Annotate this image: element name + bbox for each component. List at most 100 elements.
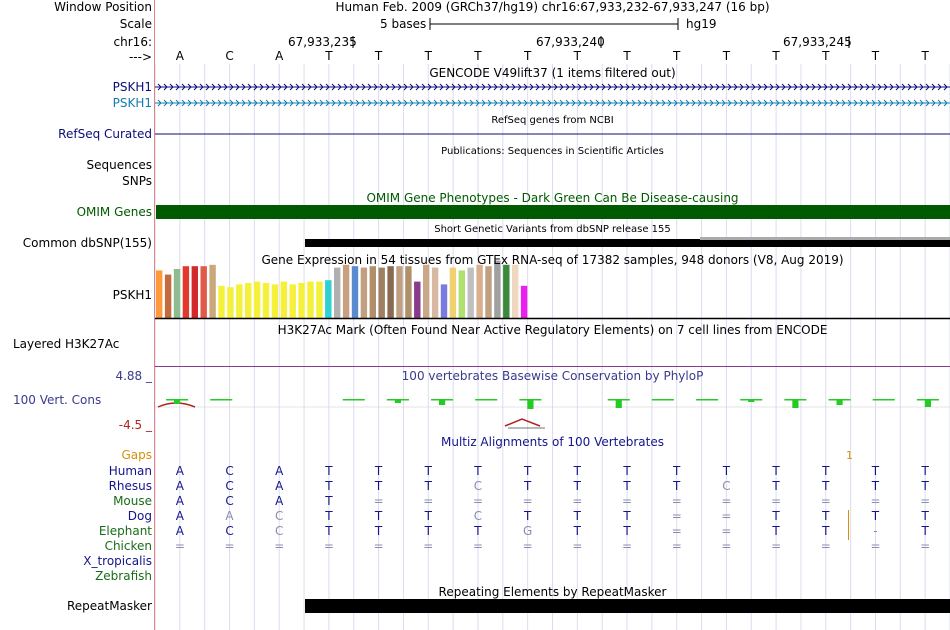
gtex-tissue-bar: [236, 284, 243, 318]
gtex-tissue-bar: [316, 281, 323, 318]
coord-tick-1: 67,933,235: [288, 35, 357, 49]
h3k27ac-track-label[interactable]: Layered H3K27Ac: [13, 337, 120, 351]
gtex-tissue-bar: [351, 266, 359, 318]
species-label[interactable]: Mouse: [113, 494, 152, 508]
alignment-base: A: [175, 509, 184, 523]
omim-track-title[interactable]: OMIM Gene Phenotypes - Dark Green Can Be…: [366, 191, 739, 205]
alignment-base: =: [472, 539, 483, 553]
strand-label: --->: [128, 50, 152, 64]
species-label[interactable]: Dog: [127, 509, 152, 523]
dbsnp-track-title[interactable]: Short Genetic Variants from dbSNP releas…: [434, 224, 671, 235]
window-position-label: Window Position: [54, 0, 152, 14]
alignment-base: T: [772, 464, 780, 478]
refseq-track-label[interactable]: RefSeq Curated: [58, 127, 152, 141]
gtex-track-title[interactable]: Gene Expression in 54 tissues from GTEx …: [261, 253, 844, 267]
alignment-base: C: [225, 494, 234, 508]
alignment-base: =: [472, 494, 483, 508]
cons-bar: [792, 399, 799, 408]
alignment-base: T: [772, 479, 780, 493]
gtex-tissue-bar: [485, 266, 492, 318]
h3k27ac-track-title[interactable]: H3K27Ac Mark (Often Found Near Active Re…: [277, 323, 828, 337]
species-label[interactable]: Elephant: [98, 524, 152, 538]
alignment-base: T: [424, 509, 432, 523]
alignment-base: =: [224, 539, 235, 553]
gtex-tissue-bar: [431, 267, 439, 318]
reference-base: C: [225, 49, 234, 63]
gtex-track-label[interactable]: PSKH1: [112, 288, 152, 302]
alignment-base: =: [323, 539, 334, 553]
species-label[interactable]: Human: [108, 464, 152, 478]
gtex-tissue-bar: [458, 270, 465, 318]
scale-label: Scale: [119, 17, 152, 31]
alignment-base: T: [573, 509, 582, 523]
reference-base: T: [374, 49, 383, 63]
alignment-base: T: [623, 479, 631, 493]
reference-base: T: [325, 49, 333, 63]
gtex-tissue-bar: [164, 274, 172, 318]
alignment-base: =: [622, 539, 633, 553]
alignment-base: T: [822, 464, 830, 478]
alignment-base: =: [671, 524, 682, 538]
cons-track-title[interactable]: 100 vertebrates Basewise Conservation by…: [401, 369, 704, 383]
repeatmasker-track-label[interactable]: RepeatMasker: [66, 599, 152, 613]
cons-track-label[interactable]: 100 Vert. Cons: [13, 393, 102, 407]
gtex-tissue-bar: [253, 281, 261, 318]
dbsnp-bar: [305, 239, 950, 247]
gtex-tissue-bar: [414, 281, 421, 318]
alignment-base: C: [473, 479, 483, 493]
dbsnp-track-label[interactable]: Common dbSNP(155): [22, 236, 152, 250]
alignment-base: T: [822, 509, 830, 523]
cons-bar: [748, 399, 755, 402]
alignment-base: T: [722, 464, 731, 478]
alignment-base: A: [175, 479, 184, 493]
alignment-base: T: [424, 479, 432, 493]
gencode-track-title[interactable]: GENCODE V49lift37 (1 items filtered out): [429, 66, 676, 80]
snps-track-label[interactable]: SNPs: [122, 174, 152, 188]
repeatmasker-bar: [305, 599, 950, 613]
alignment-base: =: [671, 494, 682, 508]
pubs-track-title[interactable]: Publications: Sequences in Scientific Ar…: [441, 146, 664, 157]
coord-tick-2: 67,933,240: [536, 35, 605, 49]
omim-track-label[interactable]: OMIM Genes: [76, 205, 152, 219]
gtex-tissue-bar: [360, 267, 368, 318]
alignment-base: =: [870, 494, 881, 508]
alignment-base: C: [225, 479, 234, 493]
refseq-track-title[interactable]: RefSeq genes from NCBI: [491, 115, 614, 126]
alignment-base: A: [275, 494, 284, 508]
window-position-value: Human Feb. 2009 (GRCh37/hg19) chr16:67,9…: [335, 0, 770, 14]
gencode-item-label-1[interactable]: PSKH1: [112, 80, 152, 94]
alignment-base: G: [523, 524, 533, 538]
repeat-track-title[interactable]: Repeating Elements by RepeatMasker: [438, 585, 667, 599]
reference-base: A: [275, 49, 284, 63]
reference-base: T: [772, 49, 780, 63]
sequences-track-label[interactable]: Sequences: [86, 158, 152, 172]
alignment-base: T: [573, 464, 582, 478]
species-label[interactable]: Chicken: [104, 539, 152, 553]
alignment-base: T: [523, 464, 532, 478]
reference-base: T: [474, 49, 482, 63]
species-label[interactable]: X_tropicalis: [83, 554, 152, 568]
alignment-base: T: [474, 524, 482, 538]
alignment-base: T: [325, 524, 333, 538]
gtex-tissue-bar: [396, 266, 403, 318]
species-label[interactable]: Rhesus: [108, 479, 152, 493]
species-label[interactable]: Zebrafish: [95, 569, 152, 583]
gtex-tissue-bar: [156, 270, 163, 318]
gtex-tissue-bar: [173, 269, 181, 318]
gtex-tissue-bar: [218, 285, 225, 318]
multiz-track-title[interactable]: Multiz Alignments of 100 Vertebrates: [440, 435, 665, 449]
cons-min-label: -4.5 _: [118, 418, 152, 432]
alignment-base: T: [325, 509, 333, 523]
gaps-label[interactable]: Gaps: [121, 448, 152, 462]
alignment-base: -: [873, 524, 878, 538]
reference-base: A: [175, 49, 184, 63]
strand-chevrons: [157, 99, 948, 107]
alignment-base: =: [274, 539, 285, 553]
gtex-tissue-bar: [378, 267, 385, 318]
gencode-item-label-2[interactable]: PSKH1: [112, 96, 152, 110]
alignment-base: =: [522, 539, 533, 553]
alignment-base: T: [523, 509, 532, 523]
reference-base: T: [424, 49, 432, 63]
